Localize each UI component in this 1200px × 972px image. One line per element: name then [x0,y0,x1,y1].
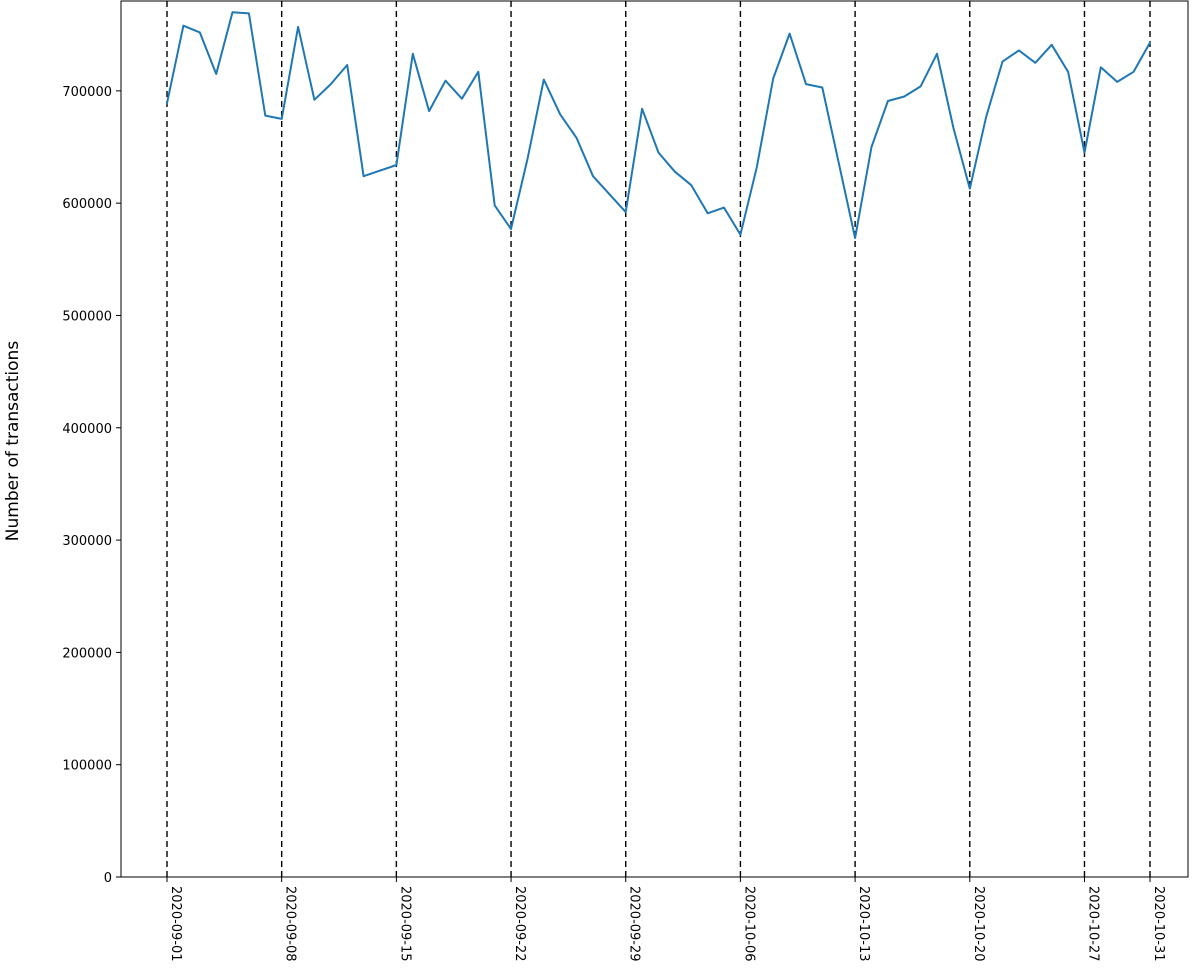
y-tick-label: 400000 [62,422,112,437]
x-tick-label: 2020-10-31 [1151,886,1166,962]
y-axis: 0 100000 200000 300000 400000 500000 600000 700… [62,85,121,886]
x-tick-label: 2020-10-13 [856,886,871,962]
plot-area-frame [120,0,1189,878]
x-axis: 2020-09-01 2020-09-08 2020-09-15 2020-09-22… [166,877,1166,962]
x-tick-label: 2020-10-27 [1085,886,1100,962]
y-tick-label: 500000 [62,309,112,324]
y-tick-label: 0 [104,871,112,886]
y-tick-label: 300000 [62,534,112,549]
y-tick-label: 700000 [62,85,112,100]
x-tick-label: 2020-09-08 [283,886,298,962]
x-tick-label: 2020-10-06 [741,886,756,962]
x-tick-label: 2020-10-20 [971,886,986,962]
x-tick-label: 2020-09-29 [627,886,642,962]
y-axis-label: Number of transactions [3,341,23,542]
y-tick-label: 200000 [62,646,112,661]
y-tick-label: 100000 [62,759,112,774]
vertical-reference-lines [166,1,1151,877]
y-tick-label: 600000 [62,197,112,212]
x-tick-label: 2020-09-15 [397,886,412,962]
series-line [166,11,1151,239]
x-tick-label: 2020-09-01 [168,886,183,962]
x-tick-label: 2020-09-22 [512,886,527,962]
